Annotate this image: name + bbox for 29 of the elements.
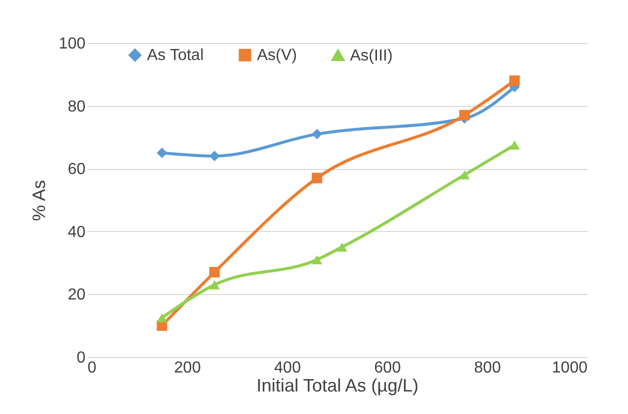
y-tick-label: 40 [68,224,86,241]
point [156,148,168,158]
y-tick-label: 60 [68,161,86,178]
x-tick-label: 600 [374,360,401,376]
point [509,140,520,150]
point [312,128,322,140]
x-tick-label: 400 [274,360,301,376]
legend-label: As Total [147,47,204,64]
y-tick-label: 80 [68,98,86,116]
point [156,313,168,322]
x-tick-label: 200 [174,360,201,376]
x-axis-title: Initial Total As (µg/L) [256,376,419,396]
point [312,255,322,264]
legend-label: As(V) [257,47,297,64]
x-tick-label: 800 [474,360,501,376]
legend-label: As(III) [350,47,393,64]
point [459,170,470,180]
point [312,172,322,184]
x-tick-label: 0 [88,360,96,376]
point [209,150,220,162]
x-tick-label: 1000 [552,360,588,376]
point [209,280,220,290]
point [459,110,470,120]
point [509,75,520,86]
y-axis-title: % As [28,180,49,222]
y-tick-label: 100 [58,36,86,52]
y-tick-label: 20 [68,286,86,304]
point [209,266,220,278]
point [336,242,348,252]
